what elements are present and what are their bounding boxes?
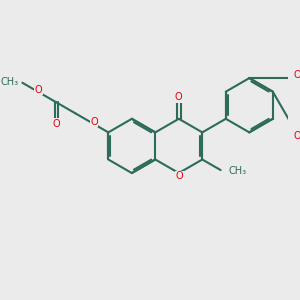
Text: CH₃: CH₃ xyxy=(228,166,246,176)
Text: O: O xyxy=(176,171,183,181)
Text: O: O xyxy=(35,85,43,95)
Text: O: O xyxy=(293,70,300,80)
Text: O: O xyxy=(90,117,98,127)
Text: O: O xyxy=(52,119,60,129)
Text: O: O xyxy=(293,130,300,141)
Text: O: O xyxy=(175,92,183,102)
Text: CH₃: CH₃ xyxy=(1,77,19,87)
